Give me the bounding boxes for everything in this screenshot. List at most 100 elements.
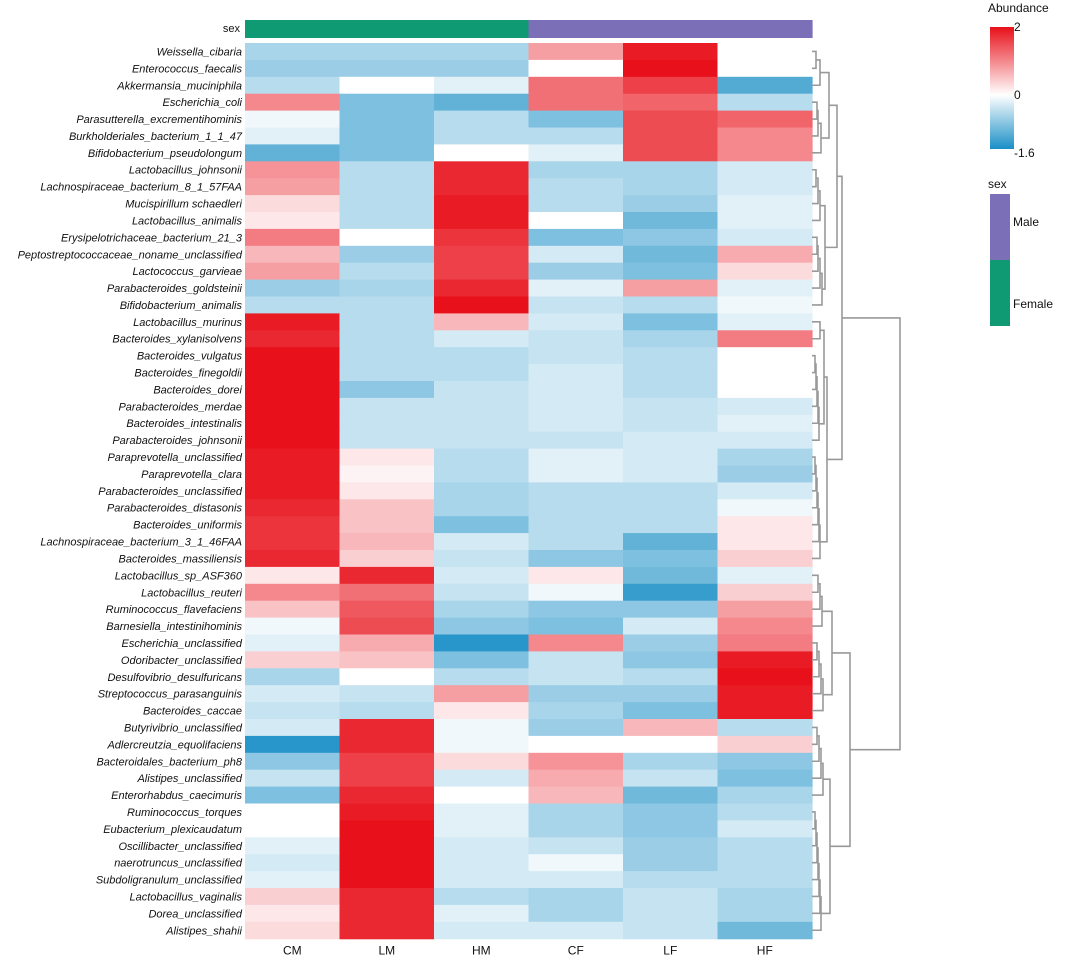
row-label: Bacteroides_vulgatus [137,351,243,363]
heatmap-cell [245,583,341,602]
heatmap-cell [339,144,435,162]
heatmap-cell [339,516,435,534]
heatmap-cell [623,735,719,754]
heatmap-cell [528,550,624,568]
row-label: Parabacteroides_goldsteinii [107,283,243,295]
sex-legend-title: sex [988,177,1007,191]
heatmap-cell [434,127,530,145]
row-label: Bacteroides_intestinalis [126,418,242,430]
heatmap-cell [434,195,530,213]
heatmap-cell [434,414,530,433]
heatmap-cell [528,854,624,872]
heatmap-cell [717,364,813,382]
heatmap-cell [339,381,435,399]
heatmap-cell [717,904,813,923]
heatmap-cell [245,144,341,162]
abundance-legend-title: Abundance [988,1,1049,15]
heatmap-cell [245,381,341,399]
heatmap-cell [245,600,341,619]
heatmap-cell [339,127,435,145]
row-label: Lactobacillus_animalis [132,215,243,227]
heatmap-cell [339,161,435,179]
column-label: HM [472,944,491,958]
row-label: Bacteroidales_bacterium_ph8 [96,756,242,768]
row-label: Paraprevotella_unclassified [107,452,242,464]
heatmap-cell [339,566,435,585]
heatmap-cell [623,921,719,940]
heatmap-cell [528,330,624,348]
heatmap-cell [717,76,813,95]
annotation-cell-lm [339,20,435,38]
heatmap-cell [434,161,530,179]
abundance-legend: Abundance 2 0 -1.6 [988,1,1049,160]
heatmap-cell [717,279,813,298]
heatmap-cell [245,110,341,129]
heatmap-cell [528,245,624,264]
heatmap-cell [339,347,435,365]
heatmap-cell [623,719,719,737]
heatmap-cell [245,330,341,348]
heatmap-cell [339,786,435,805]
heatmap-cell [717,786,813,805]
heatmap-cell [623,904,719,923]
row-label: Bacteroides_xylanisolvens [112,334,242,346]
dendrogram-branch [825,104,838,249]
heatmap-cell [717,685,813,703]
heatmap-cell [245,127,341,145]
heatmap-cell [434,735,530,754]
row-label: Erysipelotrichaceae_bacterium_21_3 [61,232,243,244]
dendrogram-branch [821,778,831,915]
heatmap-cell [339,59,435,78]
heatmap-cell [623,651,719,669]
dendrogram-branch [812,477,818,509]
heatmap-cell [434,550,530,568]
heatmap-cell [339,634,435,652]
heatmap-cell [623,550,719,568]
heatmap-cell [623,76,719,95]
heatmap-cell [245,279,341,298]
heatmap-cell [623,364,719,382]
heatmap-cell [717,921,813,940]
dendrogram-branch [812,650,820,678]
heatmap-cell [528,719,624,737]
row-label: Ruminococcus_flavefaciens [106,604,243,616]
row-label: Bacteroides_dorei [153,384,242,396]
row-label: Lachnospiraceae_bacterium_8_1_57FAA [40,182,242,194]
heatmap-cell [339,228,435,247]
heatmap-cell [528,448,624,467]
heatmap-cell [528,431,624,450]
heatmap-cell [717,583,813,602]
heatmap-cell [245,837,341,855]
row-label: Parabacteroides_merdae [118,401,242,413]
heatmap-cell [245,499,341,517]
heatmap-cell [434,516,530,534]
row-label: Odoribacter_unclassified [121,655,243,667]
heatmap-cell [623,533,719,551]
heatmap-cell [623,600,719,619]
heatmap-cell [245,516,341,534]
heatmap-cell [434,668,530,686]
heatmap-cell [434,76,530,95]
row-label: Parabacteroides_johnsonii [112,435,242,447]
heatmap-cell [717,769,813,788]
row-label: Mucispirillum schaedleri [125,199,242,211]
heatmap-cell [434,719,530,737]
heatmap-cell [434,279,530,298]
heatmap-cell [245,668,341,686]
heatmap-cell [339,888,435,906]
sex-legend-female-swatch [990,260,1010,326]
heatmap-cell [623,127,719,145]
heatmap-cell [339,43,435,61]
heatmap-cell [717,752,813,771]
heatmap-cell [717,854,813,872]
heatmap-cell [528,921,624,940]
heatmap-cell [339,279,435,298]
row-label: Bifidobacterium_animalis [120,300,243,312]
heatmap-cell [623,803,719,821]
heatmap-cell [717,330,813,348]
heatmap-cell [717,803,813,821]
heatmap-cell [245,634,341,652]
heatmap-cell [717,110,813,129]
heatmap-cell [434,617,530,636]
